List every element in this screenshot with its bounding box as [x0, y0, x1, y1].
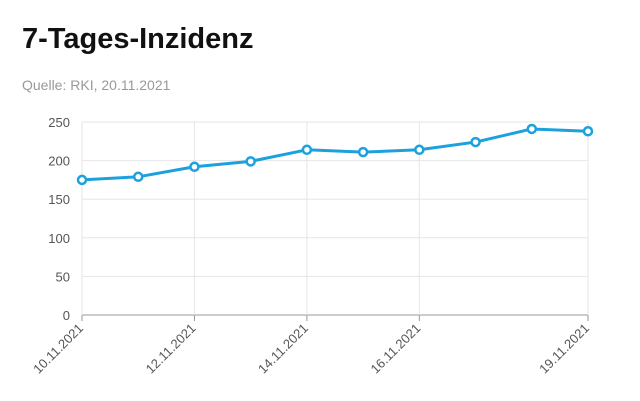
x-tick-label: 12.11.2021 — [143, 321, 199, 377]
y-tick-label: 250 — [48, 115, 70, 130]
point — [132, 171, 144, 183]
y-tick-label: 100 — [48, 231, 70, 246]
point — [526, 123, 538, 135]
x-tick-label: 10.11.2021 — [30, 321, 86, 377]
x-tick-label: 19.11.2021 — [536, 321, 592, 377]
y-tick-label: 0 — [63, 308, 70, 323]
point — [470, 136, 481, 148]
chart-subtitle: Quelle: RKI, 20.11.2021 — [22, 77, 171, 93]
point — [357, 146, 369, 158]
point — [189, 161, 200, 173]
chart-title: 7-Tages-Inzidenz — [22, 23, 254, 55]
point — [414, 144, 425, 156]
x-tick-label: 14.11.2021 — [255, 321, 311, 377]
y-tick-label: 200 — [48, 154, 70, 169]
x-tick-label: 16.11.2021 — [368, 321, 424, 377]
y-tick-label: 150 — [48, 192, 70, 207]
y-tick-label: 50 — [56, 269, 70, 284]
point — [245, 156, 256, 167]
point — [301, 144, 313, 156]
series-line — [81, 127, 589, 182]
point — [76, 174, 88, 186]
point — [582, 126, 594, 137]
